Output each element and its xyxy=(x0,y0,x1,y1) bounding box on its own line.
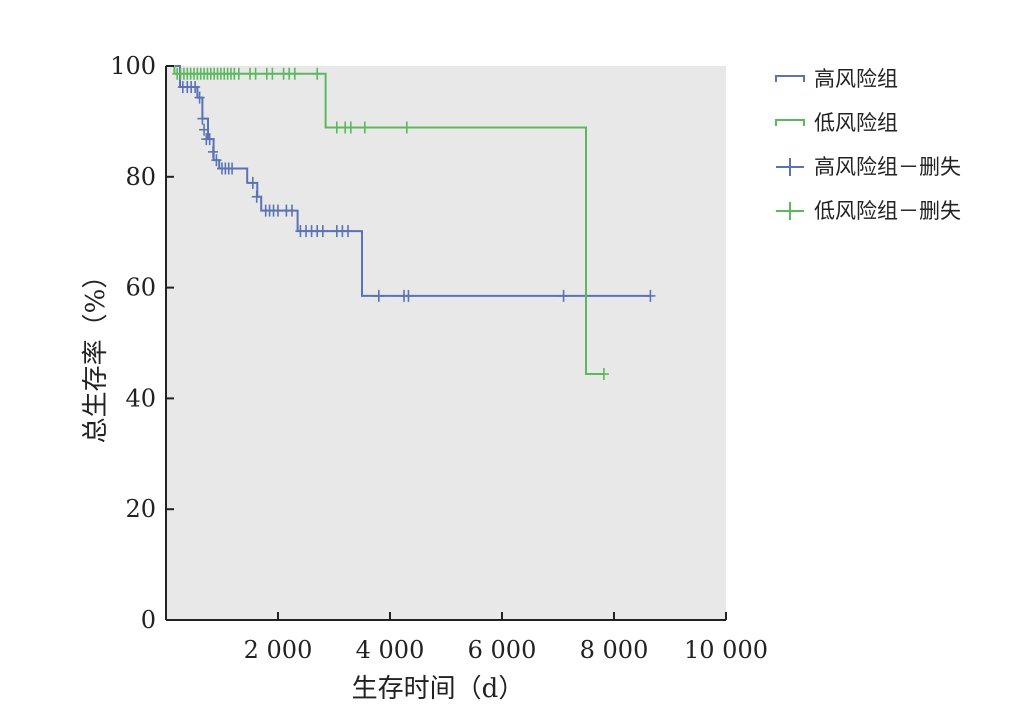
censor-mark xyxy=(197,112,208,125)
censor-mark xyxy=(250,67,261,80)
series-line-0 xyxy=(166,65,651,297)
censor-mark xyxy=(233,67,244,80)
plot-background xyxy=(166,66,726,620)
censor-mark xyxy=(289,67,300,80)
x-tick-label: 8 000 xyxy=(580,636,649,664)
y-tick-label: 40 xyxy=(125,384,156,412)
y-tick-label: 100 xyxy=(110,52,156,80)
censor-mark xyxy=(211,154,222,167)
series-line-1 xyxy=(166,65,604,376)
censor-mark xyxy=(373,289,384,302)
series-layer xyxy=(166,65,651,376)
censor-mark xyxy=(267,67,278,80)
censor-mark xyxy=(401,121,412,134)
censor-layer xyxy=(172,67,656,381)
legend-label: 低风险组－删失 xyxy=(814,199,961,223)
censor-mark xyxy=(190,81,201,94)
legend-item: 高风险组－删失 xyxy=(776,155,961,179)
legend-item: 低风险组－删失 xyxy=(776,199,961,223)
censor-mark xyxy=(598,368,609,381)
x-tick-label: 10 000 xyxy=(684,636,768,664)
legend-label: 低风险组 xyxy=(814,111,898,135)
legend-label: 高风险组－删失 xyxy=(814,155,961,179)
y-tick-label: 0 xyxy=(141,606,156,634)
censor-mark xyxy=(359,121,370,134)
legend-line-icon xyxy=(775,119,805,126)
x-axis-title: 生存时间（d） xyxy=(352,674,525,704)
legend-plus-icon xyxy=(776,202,804,220)
legend-item: 高风险组 xyxy=(775,67,898,91)
legend-plus-icon xyxy=(776,158,804,176)
censor-mark xyxy=(312,67,323,80)
censor-mark xyxy=(558,289,569,302)
y-tick-label: 80 xyxy=(125,163,156,191)
x-tick-label: 6 000 xyxy=(468,636,537,664)
axes-layer xyxy=(165,66,726,621)
censor-mark xyxy=(287,204,297,217)
censor-mark xyxy=(345,121,356,134)
censor-mark xyxy=(273,204,283,217)
censor-mark xyxy=(645,289,656,302)
x-tick-label: 4 000 xyxy=(356,636,425,664)
censor-mark xyxy=(247,176,258,189)
censor-mark xyxy=(208,145,219,158)
censor-mark xyxy=(194,91,205,104)
legend-line-icon xyxy=(775,75,805,82)
y-axis-title: 总生存率（%） xyxy=(81,263,111,444)
censor-mark xyxy=(204,133,215,146)
censor-mark xyxy=(317,225,328,238)
censor-mark xyxy=(227,162,238,175)
censor-mark xyxy=(331,121,342,134)
legend-item: 低风险组 xyxy=(775,111,898,135)
censor-mark xyxy=(251,190,262,203)
censor-mark xyxy=(199,123,210,136)
y-tick-label: 60 xyxy=(125,274,156,302)
censor-mark xyxy=(403,289,414,302)
y-tick-label: 20 xyxy=(125,495,156,523)
ticks-layer: 0 20 40 60 80 100 2 000 4 000 6 000 8 000 10 000 xyxy=(110,52,768,664)
censor-mark xyxy=(343,225,353,238)
x-tick-label: 2 000 xyxy=(244,636,313,664)
legend-label: 高风险组 xyxy=(814,67,898,91)
